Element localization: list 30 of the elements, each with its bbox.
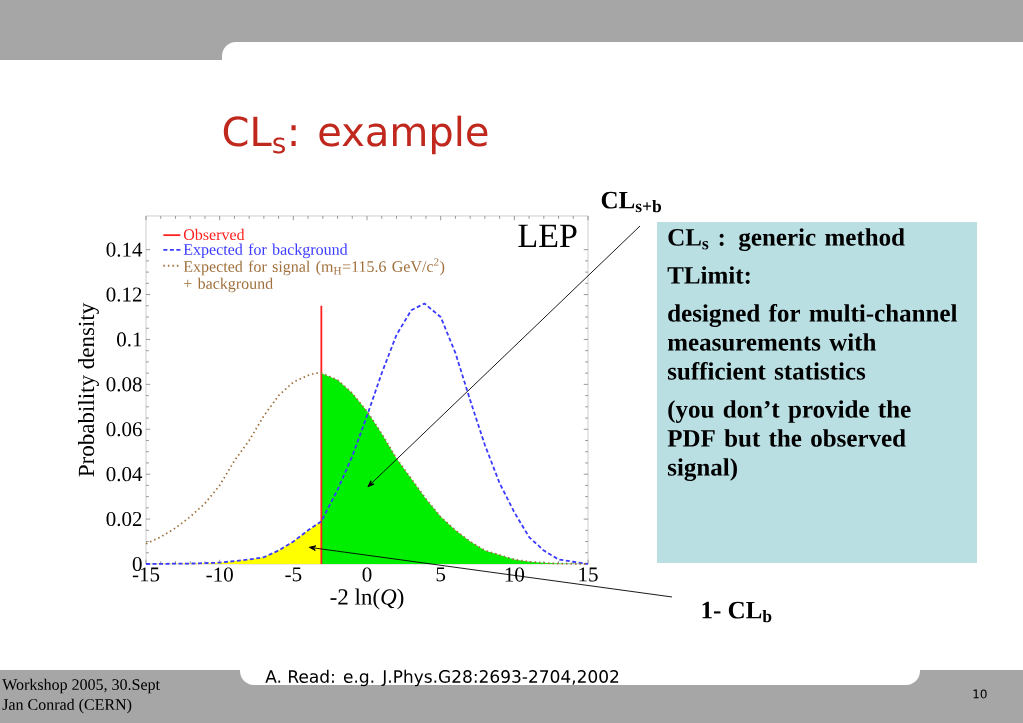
text: Workshop 2005, 30.Sept	[2, 678, 160, 694]
text: 10	[973, 689, 987, 699]
chart-title: CL$_{s}$: example	[223, 115, 488, 155]
annotation: LEP	[518, 224, 577, 247]
y-tick-label: 0.04	[106, 467, 143, 482]
text: CL$_{s}$ : generic method	[668, 228, 905, 252]
y-tick-label: 0.08	[106, 377, 142, 392]
x-tick-label: -10	[206, 567, 233, 582]
text: designed for multi-channel measurements with sufficient statistics	[667, 303, 958, 380]
text: TLimit:	[667, 266, 750, 284]
y-tick-label: 0.02	[106, 511, 142, 527]
x-tick-label: 0	[362, 567, 372, 582]
y-tick-label: 0.1	[117, 332, 142, 347]
x-axis-title: -2 ln(Q)	[330, 588, 404, 610]
line-series	[145, 302, 589, 565]
text: A. Read: e.g. J.Phys.G28:2693-2704,2002	[265, 669, 619, 687]
text: 1- CL$_{b}$	[702, 601, 772, 623]
x-tick-label: 5	[436, 567, 446, 582]
y-tick-label: 0.14	[106, 242, 143, 257]
text: Expected for signal (m$_{H}$=115.6 GeV/c$^{2}$) + background	[183, 258, 445, 293]
text: (you don’t provide the PDF but the observed signal)	[667, 400, 911, 482]
y-tick-label: 0.06	[106, 422, 142, 437]
legend-label: Observed	[183, 228, 245, 241]
y-axis-title: Probability density	[77, 302, 99, 477]
y-tick-label: 0.12	[106, 287, 142, 302]
text: CL$_{s+b}$	[601, 191, 662, 213]
x-tick-label: -5	[285, 567, 302, 582]
text: Jan Conrad (CERN)	[2, 698, 132, 714]
x-tick-label: 15	[579, 567, 598, 582]
legend-label: Expected for background	[183, 243, 348, 259]
